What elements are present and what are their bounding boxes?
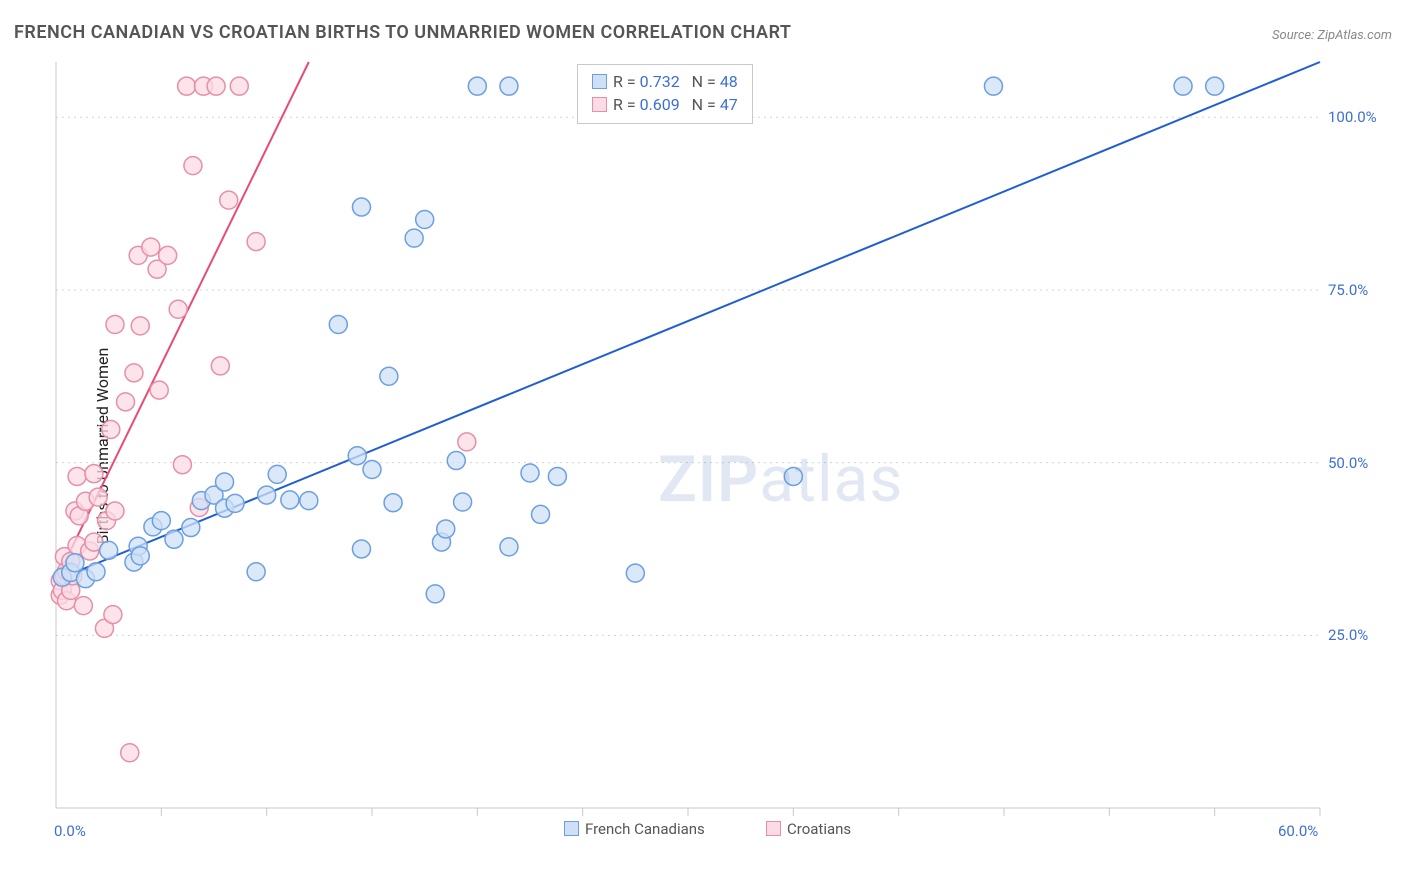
x-tick-label: 60.0% [1278, 822, 1318, 840]
y-tick-label: 50.0% [1328, 454, 1368, 472]
source-attribution: Source: ZipAtlas.com [1272, 28, 1392, 43]
legend-item-french_canadians: French Canadians [564, 820, 705, 838]
stats-row-croatians: R = 0.609 N = 47 [592, 93, 738, 116]
x-tick-label: 0.0% [54, 822, 86, 840]
stats-row-french_canadians: R = 0.732 N = 48 [592, 70, 738, 93]
legend-item-croatians: Croatians [766, 820, 851, 838]
scatter-chart-svg [46, 56, 1392, 846]
y-tick-label: 100.0% [1328, 108, 1377, 126]
chart-plot-area: ZIPatlas R = 0.732 N = 48R = 0.609 N = 4… [46, 56, 1392, 846]
correlation-stats-box: R = 0.732 N = 48R = 0.609 N = 47 [577, 64, 753, 124]
y-tick-label: 25.0% [1328, 626, 1368, 644]
chart-title: FRENCH CANADIAN VS CROATIAN BIRTHS TO UN… [14, 22, 792, 43]
y-tick-label: 75.0% [1328, 281, 1368, 299]
